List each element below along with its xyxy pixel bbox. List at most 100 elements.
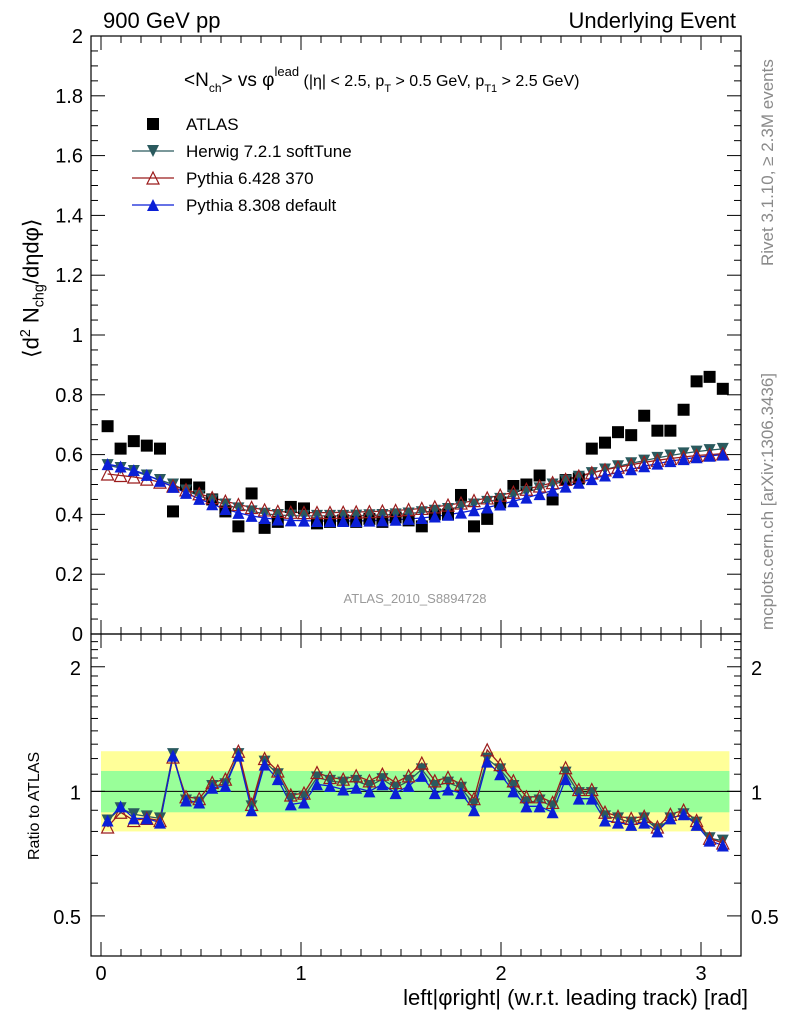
ratio-point-pythia-8-308-default	[559, 773, 572, 786]
main-point-atlas	[703, 370, 716, 383]
ratio-point-pythia-8-308-default	[690, 818, 703, 831]
main-point-pythia-8-308-default	[533, 488, 546, 501]
main-point-pythia-8-308-default	[101, 458, 114, 471]
main-y-tick-label: 1.6	[55, 146, 83, 168]
ratio-point-pythia-8-308-default	[533, 800, 546, 813]
main-point-pythia-8-308-default	[271, 513, 284, 526]
main-point-pythia-8-308-default	[442, 508, 454, 521]
ratio-point-pythia-6-428-370	[100, 819, 115, 834]
main-point-atlas	[638, 409, 651, 422]
main-point-pythia-8-308-default	[546, 484, 559, 497]
ratio-y-tick-label-right: 1	[751, 782, 762, 804]
main-point-pythia-8-308-default	[481, 501, 494, 514]
main-y-tick-label: 0.6	[55, 445, 83, 467]
main-point-pythia-8-308-default	[350, 514, 363, 527]
main-point-pythia-8-308-default	[507, 495, 520, 508]
main-point-pythia-8-308-default	[324, 514, 336, 527]
main-point-atlas	[533, 469, 546, 482]
main-point-pythia-8-308-default	[167, 480, 179, 493]
ratio-point-pythia-8-308-default	[651, 825, 664, 838]
main-point-pythia-8-308-default	[114, 460, 127, 473]
main-point-pythia-8-308-default	[127, 464, 140, 477]
main-point-pythia-8-308-default	[337, 514, 350, 527]
main-point-atlas	[716, 382, 729, 395]
ratio-point-pythia-8-308-default	[455, 787, 467, 800]
main-point-pythia-8-308-default	[664, 455, 677, 468]
x-axis-label: left|φright| (w.r.t. leading track) [rad…	[403, 985, 748, 1010]
main-point-pythia-8-308-default	[193, 492, 206, 505]
main-point-atlas	[677, 403, 690, 416]
x-tick-label: 1	[295, 963, 306, 985]
ratio-point-pythia-8-308-default	[402, 780, 415, 793]
ratio-point-pythia-8-308-default	[219, 780, 232, 793]
header-left-label: 900 GeV pp	[103, 8, 221, 33]
ratio-point-pythia-8-308-default	[638, 816, 651, 829]
x-tick-label: 0	[95, 963, 106, 985]
main-point-pythia-8-308-default	[559, 480, 572, 493]
main-y-tick-label: 1.2	[55, 265, 83, 287]
main-point-atlas	[245, 487, 258, 500]
main-y-tick-label: 0.4	[55, 504, 83, 526]
ratio-point-pythia-8-308-default	[167, 749, 179, 762]
ratio-point-pythia-8-308-default	[114, 800, 127, 813]
ratio-point-pythia-8-308-default	[703, 834, 716, 847]
x-tick-label: 3	[695, 963, 706, 985]
ratio-point-pythia-8-308-default	[154, 816, 166, 829]
ratio-point-pythia-8-308-default	[127, 812, 140, 825]
main-point-pythia-8-308-default	[245, 509, 258, 522]
main-point-pythia-8-308-default	[311, 514, 323, 527]
legend-marker-atlas	[147, 118, 159, 130]
ratio-point-pythia-8-308-default	[245, 804, 258, 817]
main-point-atlas	[154, 442, 166, 455]
ratio-point-pythia-8-308-default	[442, 783, 454, 796]
main-point-pythia-8-308-default	[599, 469, 611, 482]
main-point-pythia-8-308-default	[258, 511, 271, 524]
ratio-point-pythia-8-308-default	[428, 787, 441, 800]
ratio-point-herwig-7-2-1-softtune	[311, 771, 323, 784]
ratio-point-pythia-8-308-default	[585, 792, 598, 805]
main-point-pythia-8-308-default	[402, 512, 415, 525]
ratio-point-pythia-8-308-default	[284, 798, 297, 811]
legend-label-pythia-6-428-370: Pythia 6.428 370	[186, 169, 314, 188]
ratio-point-pythia-8-308-default	[415, 769, 428, 782]
ratio-y-tick-label-left: 0.5	[53, 907, 81, 929]
main-point-pythia-8-308-default	[455, 506, 467, 519]
ratio-point-pythia-6-428-370	[441, 770, 455, 785]
ratio-point-pythia-8-308-default	[677, 808, 690, 821]
ratio-point-pythia-8-308-default	[389, 787, 402, 800]
main-point-atlas	[455, 488, 467, 501]
main-point-pythia-8-308-default	[298, 514, 310, 527]
ratio-point-pythia-8-308-default	[180, 794, 192, 807]
main-point-pythia-8-308-default	[180, 486, 192, 499]
ratio-point-pythia-8-308-default	[324, 780, 336, 793]
main-point-pythia-8-308-default	[284, 514, 297, 527]
ratio-point-pythia-8-308-default	[520, 800, 533, 813]
legend-label-atlas: ATLAS	[186, 115, 239, 134]
ratio-point-herwig-7-2-1-softtune	[428, 780, 441, 793]
main-point-pythia-8-308-default	[376, 514, 389, 527]
legend-marker-pythia-6-428-370	[146, 170, 160, 185]
ratio-point-pythia-8-308-default	[612, 816, 624, 829]
ratio-point-pythia-8-308-default	[271, 773, 284, 786]
main-point-pythia-8-308-default	[219, 503, 232, 516]
main-point-pythia-8-308-default	[690, 451, 703, 464]
main-point-atlas	[127, 435, 140, 448]
main-point-pythia-8-308-default	[206, 498, 219, 511]
ratio-point-pythia-8-308-default	[481, 755, 494, 768]
legend: ATLAS Herwig 7.2.1 softTune Pythia 6.428 3…	[132, 115, 352, 215]
ratio-point-pythia-8-308-default	[193, 796, 206, 809]
main-point-pythia-8-308-default	[494, 498, 507, 511]
main-point-pythia-8-308-default	[520, 491, 533, 504]
ratio-point-pythia-6-428-370	[427, 773, 442, 788]
main-point-atlas	[690, 375, 703, 388]
main-point-pythia-8-308-default	[625, 463, 638, 476]
main-point-pythia-8-308-default	[415, 511, 428, 524]
ratio-point-pythia-8-308-default	[507, 785, 520, 798]
ratio-point-pythia-8-308-default	[258, 758, 271, 771]
ratio-point-pythia-8-308-default	[337, 783, 350, 796]
ratio-point-pythia-8-308-default	[350, 781, 363, 794]
main-y-tick-label: 2	[72, 26, 83, 48]
ratio-point-pythia-8-308-default	[363, 785, 376, 798]
main-point-pythia-8-308-default	[363, 514, 376, 527]
